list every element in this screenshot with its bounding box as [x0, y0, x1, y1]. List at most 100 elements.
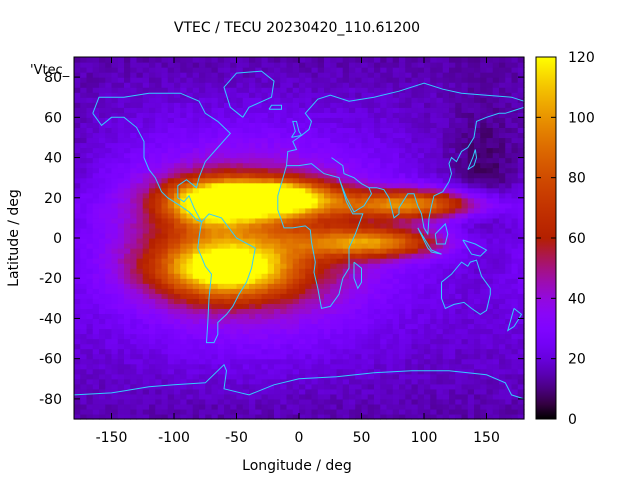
- heat-cell: [311, 202, 319, 209]
- heat-cell: [342, 137, 350, 144]
- heat-cell: [355, 122, 363, 128]
- heat-cell: [111, 192, 119, 199]
- heat-cell: [199, 57, 206, 63]
- heat-cell: [461, 222, 469, 229]
- heat-cell: [405, 187, 413, 194]
- heat-cell: [492, 117, 500, 123]
- heat-cell: [461, 122, 469, 128]
- heat-cell: [155, 318, 163, 325]
- heat-cell: [261, 288, 269, 294]
- heat-cell: [155, 308, 163, 315]
- heat-cell: [286, 172, 294, 179]
- heat-cell: [142, 207, 150, 214]
- heat-cell: [424, 313, 431, 320]
- heat-cell: [317, 117, 325, 123]
- heat-cell: [124, 182, 131, 189]
- heat-cell: [142, 222, 150, 229]
- heat-cell: [155, 62, 163, 68]
- heat-cell: [99, 182, 106, 189]
- heat-cell: [336, 132, 344, 139]
- heat-cell: [349, 243, 356, 249]
- heat-cell: [180, 62, 188, 68]
- heat-cell: [236, 398, 244, 405]
- heat-cell: [80, 238, 88, 244]
- heat-cell: [124, 232, 131, 239]
- heat-cell: [286, 202, 294, 209]
- heat-cell: [330, 338, 338, 345]
- heat-cell: [186, 278, 194, 284]
- heat-cell: [455, 338, 463, 345]
- heat-cell: [467, 243, 475, 249]
- heat-cell: [311, 102, 319, 108]
- heat-cell: [499, 303, 506, 309]
- heat-cell: [374, 293, 381, 299]
- heat-cell: [149, 192, 156, 199]
- heat-cell: [461, 102, 469, 108]
- heat-cell: [499, 278, 506, 284]
- heat-cell: [430, 293, 438, 299]
- heat-cell: [386, 117, 394, 123]
- heat-cell: [192, 57, 200, 63]
- heat-cell: [99, 378, 106, 385]
- heat-cell: [386, 383, 394, 390]
- heat-cell: [105, 333, 113, 340]
- heat-cell: [105, 112, 113, 118]
- heat-cell: [86, 232, 94, 239]
- heat-cell: [455, 253, 463, 259]
- heat-cell: [336, 137, 344, 144]
- heat-cell: [336, 268, 344, 274]
- heat-cell: [99, 102, 106, 108]
- heat-cell: [267, 298, 275, 304]
- heat-cell: [411, 97, 419, 103]
- heat-cell: [361, 212, 369, 219]
- heat-cell: [330, 197, 338, 204]
- heat-cell: [92, 152, 100, 159]
- heat-cell: [192, 293, 200, 299]
- heat-cell: [311, 413, 319, 420]
- heat-cell: [474, 258, 481, 264]
- heat-cell: [486, 338, 494, 345]
- heat-cell: [167, 187, 175, 194]
- heat-cell: [105, 258, 113, 264]
- heat-cell: [174, 368, 181, 375]
- heat-cell: [336, 107, 344, 113]
- heat-cell: [330, 207, 338, 214]
- heat-cell: [424, 248, 431, 254]
- heat-cell: [442, 207, 450, 214]
- heat-cell: [467, 318, 475, 325]
- heat-cell: [74, 112, 81, 118]
- heat-cell: [430, 398, 438, 405]
- heat-cell: [480, 348, 488, 355]
- heat-cell: [80, 87, 88, 93]
- heat-cell: [142, 147, 150, 154]
- heat-cell: [336, 222, 344, 229]
- heat-cell: [324, 187, 331, 194]
- heat-cell: [117, 278, 125, 284]
- heat-cell: [292, 363, 300, 370]
- heat-cell: [205, 92, 213, 98]
- heat-cell: [192, 197, 200, 204]
- heat-cell: [249, 403, 256, 410]
- heat-cell: [392, 363, 400, 370]
- heat-cell: [342, 92, 350, 98]
- heat-cell: [124, 192, 131, 199]
- heat-cell: [430, 413, 438, 420]
- heat-cell: [136, 273, 144, 279]
- heat-cell: [205, 313, 213, 320]
- heat-cell: [486, 238, 494, 244]
- heat-cell: [180, 87, 188, 93]
- heat-cell: [430, 157, 438, 164]
- heat-cell: [274, 358, 281, 365]
- heat-cell: [430, 283, 438, 289]
- heat-cell: [480, 258, 488, 264]
- heat-cell: [455, 298, 463, 304]
- heat-cell: [86, 147, 94, 154]
- heat-cell: [467, 182, 475, 189]
- heat-cell: [261, 308, 269, 315]
- heat-cell: [149, 172, 156, 179]
- heat-cell: [236, 273, 244, 279]
- heat-cell: [449, 162, 456, 169]
- heat-cell: [430, 82, 438, 88]
- heat-cell: [249, 57, 256, 63]
- heat-cell: [492, 227, 500, 234]
